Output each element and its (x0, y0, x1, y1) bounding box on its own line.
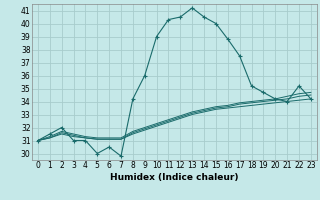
X-axis label: Humidex (Indice chaleur): Humidex (Indice chaleur) (110, 173, 239, 182)
